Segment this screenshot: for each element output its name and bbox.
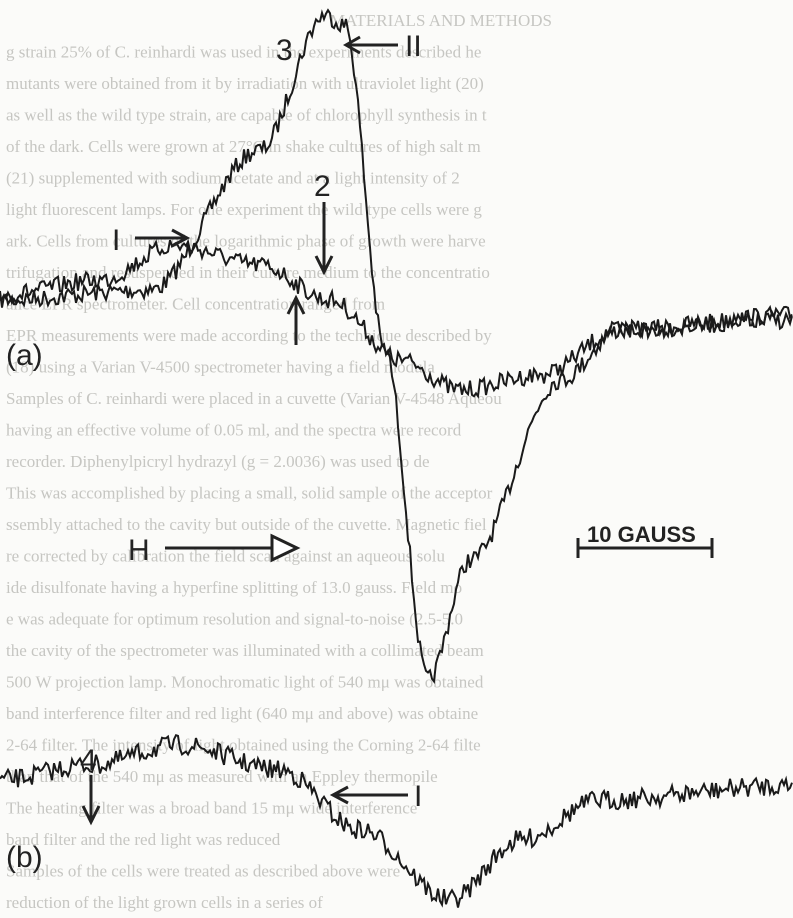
spectrum-trace <box>0 733 793 908</box>
body-text: light fluorescent lamps. For one experim… <box>6 200 482 219</box>
body-text: This was accomplished by placing a small… <box>6 484 493 503</box>
spectrum-trace <box>0 8 793 684</box>
body-text: g strain 25% of C. reinhardi was used in… <box>6 43 481 62</box>
body-text: 2-64 filter. The intensity of light obta… <box>6 736 481 755</box>
label: (b) <box>6 841 43 874</box>
body-text: 500 W projection lamp. Monochromatic lig… <box>6 673 484 692</box>
body-text: ssembly attached to the cavity but outsi… <box>6 515 487 534</box>
body-text: as well as the wild type strain, are cap… <box>6 106 487 125</box>
body-text: (21) supplemented with sodium acetate an… <box>6 169 460 188</box>
body-text: having an effective volume of 0.05 ml, a… <box>6 421 462 440</box>
label: H <box>128 534 150 567</box>
body-text: (18) using a Varian V-4500 spectrometer … <box>6 358 435 377</box>
label: II <box>405 30 422 63</box>
label: (a) <box>6 339 43 372</box>
body-text: reduction of the light grown cells in a … <box>6 893 323 912</box>
body-text: recorder. Diphenylpicryl hydrazyl (g = 2… <box>6 452 430 471</box>
body-text: MATERIALS AND METHODS <box>330 11 552 30</box>
label: 2 <box>314 170 331 203</box>
body-text: band interference filter and red light (… <box>6 704 478 723</box>
arrow <box>286 294 306 345</box>
body-text: Samples of the cells were treated as des… <box>6 862 400 881</box>
arrow <box>314 202 334 276</box>
label: 3 <box>276 34 293 67</box>
scale-bar <box>576 538 714 558</box>
body-text: mutants were obtained from it by irradia… <box>6 74 484 93</box>
scale-label: 10 GAUSS <box>587 522 696 547</box>
spectrum-trace <box>0 238 793 399</box>
label: I <box>414 780 422 813</box>
body-text: the cavity of the spectrometer was illum… <box>6 641 484 660</box>
body-text: Samples of C. reinhardi were placed in a… <box>6 389 502 408</box>
arrow <box>342 35 398 55</box>
body-text: e was adequate for optimum resolution an… <box>6 610 463 629</box>
body-text: ark. Cells from cultures of the logarith… <box>6 232 486 251</box>
label: 4 <box>80 744 97 777</box>
body-text: than that of the 540 mμ as measured with… <box>6 767 438 786</box>
body-text: re corrected by calibration the field sc… <box>6 547 445 566</box>
arrow <box>135 228 191 248</box>
body-text: The heating filter was a broad band 15 m… <box>6 799 417 818</box>
body-text: band filter and the red light was reduce… <box>6 830 281 849</box>
arrow <box>81 775 101 826</box>
body-text: EPR measurements were made according to … <box>6 326 492 345</box>
arrow <box>329 785 408 805</box>
body-text: ide disulfonate having a hyperfine split… <box>6 578 462 597</box>
arrow-head <box>270 533 301 563</box>
label: I <box>112 224 120 257</box>
